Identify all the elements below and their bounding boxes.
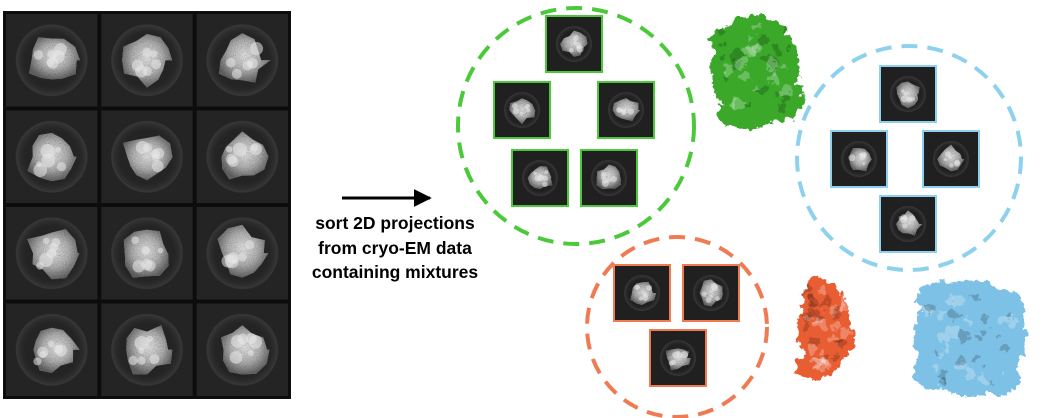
density-map-blue: [914, 280, 1026, 396]
sort-caption: sort 2D projections from cryo-EM data co…: [288, 211, 502, 285]
density-map-green: [709, 15, 803, 129]
class-particle: [503, 91, 541, 129]
cluster-class-tile: [493, 81, 551, 139]
cluster-boundary-orange: [585, 235, 769, 418]
class-particle: [659, 339, 697, 377]
input-class-grid: [3, 11, 291, 399]
density-maps: [709, 15, 1026, 396]
class-particle: [607, 91, 645, 129]
particle-average: [109, 216, 185, 291]
caption-line-3: containing mixtures: [311, 262, 479, 282]
cluster-class-tile: [830, 130, 888, 188]
caption-line-1: sort 2D projections: [315, 213, 475, 233]
cluster-boundary-blue: [795, 44, 1023, 272]
cluster-class-tile: [511, 149, 569, 207]
class-particle: [889, 75, 927, 113]
cluster-class-tile: [682, 264, 740, 322]
particle-average: [14, 216, 89, 291]
cluster-orange: [585, 235, 769, 418]
cluster-class-tile: [879, 195, 937, 253]
particle-average: [109, 312, 185, 387]
class-particle: [590, 159, 628, 197]
cluster-class-tile: [879, 65, 937, 123]
cluster-blue: [795, 44, 1023, 272]
cluster-class-tile: [613, 264, 671, 322]
cluster-class-tile: [597, 81, 655, 139]
class-particle: [623, 274, 661, 312]
particle-average: [205, 312, 280, 387]
cluster-green: [456, 6, 696, 246]
class-particle: [521, 159, 559, 197]
cluster-boundary-green: [456, 6, 696, 246]
particle-average: [109, 119, 185, 194]
class-particle: [932, 140, 970, 178]
density-map-orange: [796, 278, 854, 380]
class-particle: [555, 25, 593, 63]
class-particle: [840, 140, 878, 178]
particle-average: [14, 23, 89, 98]
cluster-class-tile: [922, 130, 980, 188]
particle-average: [14, 312, 89, 387]
class-particle: [889, 205, 927, 243]
particle-average: [109, 23, 185, 98]
cluster-groups: [456, 6, 1023, 418]
class-particle: [692, 274, 730, 312]
particle-average: [205, 216, 280, 291]
cluster-class-tile: [649, 329, 707, 387]
caption-line-2: from cryo-EM data: [318, 237, 472, 258]
particle-average: [14, 119, 89, 194]
particle-average: [205, 119, 280, 194]
cluster-class-tile: [545, 15, 603, 73]
cluster-class-tile: [580, 149, 638, 207]
particle-average: [205, 23, 280, 98]
